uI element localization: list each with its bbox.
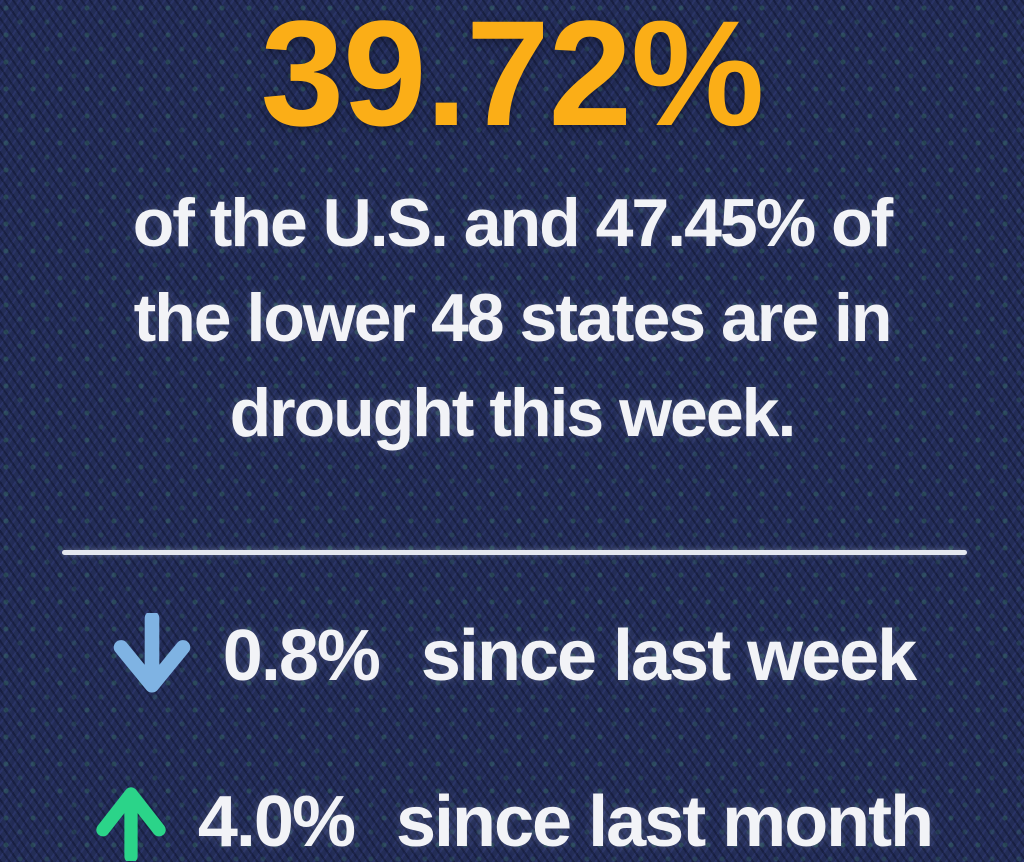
change-label-week: since last week	[420, 616, 917, 696]
change-value-week: 0.8%	[222, 616, 381, 696]
drought-description-line-2: the lower 48 states are in	[133, 280, 893, 356]
drought-description: of the U.S. and 47.45% of the lower 48 s…	[42, 176, 982, 461]
arrow-up-icon	[92, 783, 170, 861]
change-label-month: since last month	[395, 782, 934, 862]
drought-description-line-3: drought this week.	[229, 375, 797, 451]
divider	[62, 550, 967, 555]
change-row-week: 0.8% since last week	[0, 608, 1024, 704]
drought-description-line-1: of the U.S. and 47.45% of	[132, 185, 894, 261]
arrow-down-icon	[109, 613, 195, 699]
change-row-month: 4.0% since last month	[0, 778, 1024, 862]
drought-percent-headline: 39.72%	[260, 0, 765, 157]
change-value-month: 4.0%	[197, 782, 356, 862]
